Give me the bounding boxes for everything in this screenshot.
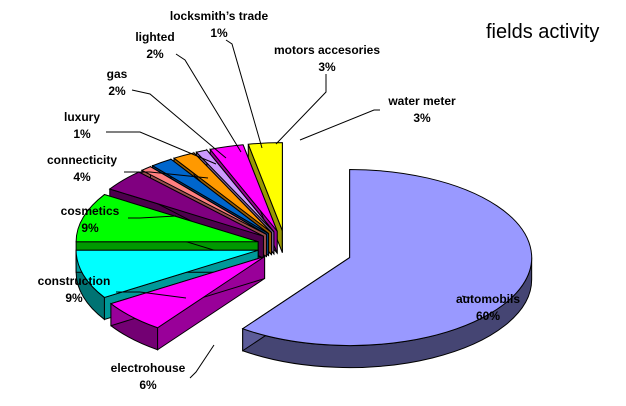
pie-slice-top	[209, 144, 278, 232]
pie-slice-top	[241, 169, 533, 347]
slice-label-electrohouse: electrohouse	[111, 361, 186, 375]
pie-slice-electrohouse	[109, 255, 266, 351]
pie-slice-top	[172, 152, 272, 233]
slice-percent-locksmith-s-trade: 1%	[210, 26, 228, 40]
pie-slice-top	[75, 193, 259, 243]
slice-percent-connecticity: 4%	[73, 170, 91, 184]
leader-line-luxury	[106, 131, 217, 165]
slice-label-motors-accesories: motors accesories	[274, 43, 380, 57]
slice-percent-construction: 9%	[65, 291, 83, 305]
leader-line-locksmith-s-trade	[225, 39, 263, 149]
leader-line-motors-accesories	[275, 74, 327, 145]
slice-label-automobils: automobils	[456, 292, 520, 306]
slice-percent-motors-accesories: 3%	[318, 60, 336, 74]
pie-slice-top	[109, 256, 265, 329]
slices-layer	[75, 142, 533, 369]
leader-line-connecticity	[124, 171, 209, 179]
leader-line-construction	[116, 291, 187, 299]
pie-slice-top	[195, 149, 275, 233]
slice-percent-cosmetics: 9%	[81, 221, 99, 235]
leader-line-lighted	[175, 53, 242, 153]
slice-label-lighted: lighted	[135, 30, 174, 44]
pie-slice-top	[247, 142, 283, 231]
slice-label-connecticity: connecticity	[47, 153, 117, 167]
slice-label-construction: construction	[38, 274, 111, 288]
leader-line-gas	[131, 89, 227, 159]
slice-label-water-meter: water meter	[387, 94, 456, 108]
slice-label-luxury: luxury	[64, 110, 100, 124]
slice-percent-lighted: 2%	[146, 47, 164, 61]
slice-label-cosmetics: cosmetics	[61, 204, 120, 218]
pie-slice-top	[151, 158, 269, 234]
leader-line-cosmetics	[128, 215, 177, 219]
pie-slice-top	[140, 166, 267, 235]
slice-label-locksmith-s-trade: locksmith’s trade	[170, 9, 269, 23]
leader-line-electrohouse	[189, 344, 215, 379]
pie-slice-automobils	[241, 169, 533, 369]
slice-percent-luxury: 1%	[73, 127, 91, 141]
slice-percent-gas: 2%	[108, 84, 126, 98]
slice-percent-automobils: 60%	[476, 309, 500, 323]
slice-label-gas: gas	[107, 67, 128, 81]
leader-line-automobils	[461, 295, 471, 299]
slice-percent-water-meter: 3%	[413, 111, 431, 125]
slice-percent-electrohouse: 6%	[139, 378, 157, 392]
chart-title: fields activity	[486, 21, 599, 43]
leader-line-water-meter	[299, 109, 380, 141]
labels-layer: automobils 60% electrohouse 6% construction 9…	[38, 9, 521, 392]
pie-slice-top	[75, 249, 259, 299]
